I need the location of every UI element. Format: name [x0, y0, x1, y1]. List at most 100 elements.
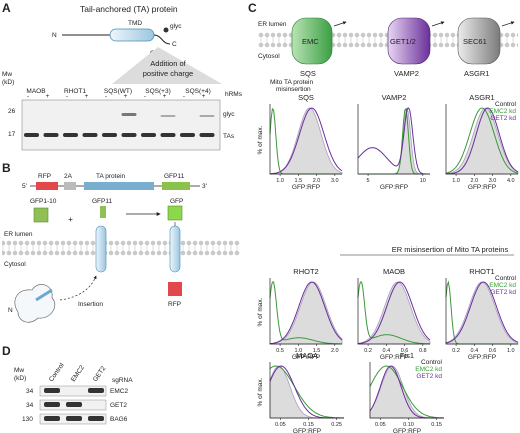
ta-protein-gfp [169, 225, 181, 273]
glyc-band [160, 115, 176, 117]
legend-entry: Control [495, 101, 517, 108]
histogram-rhot2: RHOT2 0.5 1.0 1.5 2.0 GFP:RFP [269, 267, 343, 361]
ta-band [199, 133, 215, 137]
x-axis-label: GFP:RFP [468, 354, 496, 361]
histogram-sqs: SQS 1.0 1.5 2.0 3.0 GFP:RFP [269, 93, 343, 191]
hrms-signs: - + - + - + - + - + [27, 93, 206, 100]
plot-axes [269, 104, 342, 175]
plot-title: RHOT2 [293, 267, 318, 276]
ta-band [121, 133, 137, 137]
plot-axes [357, 278, 430, 345]
hrms-sign: - [144, 93, 146, 100]
emc2-kd-histogram [369, 365, 444, 419]
hrms-sign: - [66, 93, 68, 100]
glyc-site-label: glyc [170, 23, 182, 30]
lane-label: MAOB [26, 88, 45, 95]
ta-band [82, 133, 98, 137]
get2-kd-histogram [357, 281, 431, 345]
tick-label: 0.25 [331, 422, 342, 428]
tick-label: 3.0 [331, 178, 339, 184]
panel-label-a: A [2, 1, 11, 15]
er-lumen-label-b: ER lumen [4, 231, 33, 238]
legend-entry: EMC2 kd [415, 366, 442, 373]
plot-axes [269, 362, 344, 419]
hrms-sign: + [85, 93, 89, 100]
y-axis-label: % of max. [257, 297, 264, 326]
gfp-label: GFP [170, 198, 183, 205]
marker-d-1: 34 [26, 402, 34, 409]
tick-label: 0.10 [403, 422, 414, 428]
ta-band [141, 133, 156, 137]
glyc-band [199, 115, 215, 117]
substrate-vamp2: VAMP2 [394, 69, 419, 78]
get2-kd-histogram [446, 107, 519, 175]
emc2-kd-histogram [445, 107, 519, 174]
legend-entry: Control [421, 359, 443, 366]
ta-band [102, 133, 117, 137]
blot-label-get2: GET2 [110, 402, 127, 409]
lane-label-d: Control [48, 362, 66, 384]
panel-label-c: C [248, 1, 257, 15]
emc2-kd-histogram [358, 107, 430, 175]
control-histogram [358, 106, 430, 175]
charge-note-line1: Addition of [150, 59, 186, 68]
emc2-kd-histogram [269, 281, 342, 345]
panel-label-b: B [2, 161, 11, 175]
blot-bands-d [44, 388, 104, 421]
charge-note-line2: positive charge [143, 69, 193, 78]
charge-wedge [112, 47, 222, 84]
western-blot-a [21, 99, 221, 151]
tick-label: 2.0 [331, 348, 339, 354]
tick-label: 2.0 [470, 178, 478, 184]
marker-d-0: 34 [26, 388, 34, 395]
tick-label: 0.2 [452, 348, 460, 354]
ta-band [180, 133, 195, 137]
kd-label: (kD) [2, 79, 14, 86]
ta-band [43, 133, 59, 137]
hrms-label: hRMs [225, 91, 243, 98]
gfp-icon [167, 205, 183, 221]
rfp-gene-box [36, 182, 58, 190]
x-axis-label: GFP:RFP [393, 428, 421, 433]
blot-emc2 [39, 385, 107, 397]
hrms-sign: + [124, 93, 128, 100]
mw-label-d: Mw [14, 367, 24, 374]
n-terminus-label: N [52, 32, 57, 39]
get2-kd-histogram [269, 281, 343, 345]
sec61-complex [457, 17, 501, 65]
three-prime: 3' [202, 183, 207, 190]
panel-a: A Tail-anchored (TA) protein N TMD glyc … [2, 1, 243, 151]
tick-label: 1.5 [313, 348, 321, 354]
plot-title: MAOA [296, 351, 318, 360]
legend-entry: GET2 kd [416, 373, 442, 380]
tick-label: 1.0 [452, 178, 460, 184]
gfp1-10-icon [33, 207, 49, 223]
legend-entry: EMC2 kd [489, 282, 516, 289]
panel-b: B 5' 3' RFP 2A TA protein GFP11 GFP1-10 … [2, 161, 240, 323]
ta-band [63, 133, 78, 137]
get-complex [387, 17, 431, 65]
ribosome-icon [14, 284, 56, 323]
ta-band [160, 133, 176, 137]
plot-title: MAOB [383, 267, 405, 276]
lane-label: SQS(+4) [185, 88, 210, 95]
y-axis-label: % of max. [257, 125, 264, 154]
ta-protein-inserted [95, 225, 107, 273]
panel-c-schematic: C ER lumen Cytosol EMC GET1/2 SEC61 SQS … [248, 1, 518, 93]
marker-d-2: 130 [22, 416, 33, 423]
construct-gfp11: GFP11 [164, 173, 184, 180]
get2-kd-histogram [269, 107, 343, 175]
cytosol-label-c: Cytosol [258, 53, 280, 60]
tick-label: 1.0 [507, 348, 515, 354]
plot-axes [445, 278, 518, 345]
legend-entry: GET2 kd [490, 115, 516, 122]
hrms-sign: + [202, 93, 206, 100]
control-histogram [269, 281, 343, 345]
plot-axes [269, 278, 342, 345]
plot-title: RHOT1 [469, 267, 494, 276]
control-histogram [269, 107, 343, 175]
substrate-asgr1: ASGR1 [464, 69, 489, 78]
